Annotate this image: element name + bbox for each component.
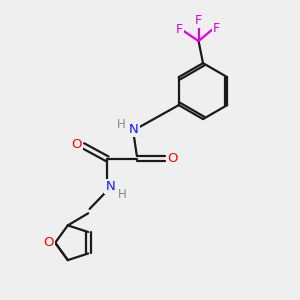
Text: F: F: [213, 22, 220, 35]
Text: O: O: [71, 138, 82, 151]
Text: O: O: [44, 236, 54, 249]
Text: N: N: [129, 123, 139, 136]
Text: H: H: [118, 188, 127, 201]
Text: O: O: [167, 152, 177, 165]
Text: H: H: [117, 118, 126, 131]
Text: N: N: [105, 180, 115, 193]
Text: F: F: [176, 23, 183, 36]
Text: F: F: [195, 14, 202, 27]
